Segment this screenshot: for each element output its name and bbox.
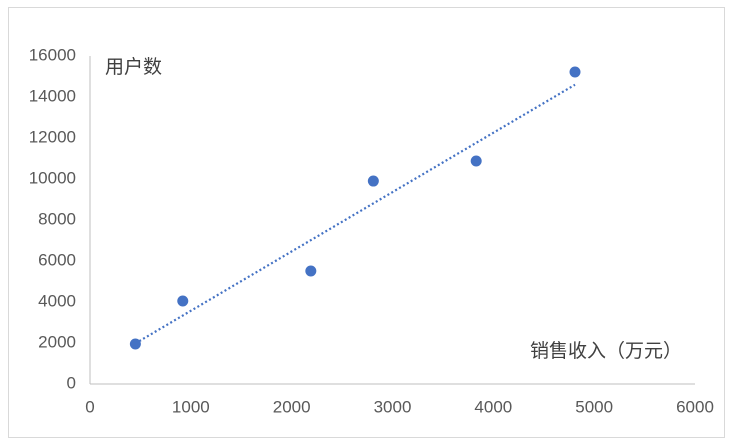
y-tick-label: 10000: [29, 168, 76, 187]
y-tick-label: 4000: [38, 291, 76, 310]
x-axis-title: 销售收入（万元）: [530, 340, 682, 362]
x-tick-label: 4000: [474, 397, 512, 416]
scatter-point: [569, 66, 581, 78]
y-tick-label: 8000: [38, 209, 76, 228]
y-tick-label: 2000: [38, 332, 76, 351]
scatter-point: [177, 295, 189, 307]
y-tick-label: 12000: [29, 127, 76, 146]
chart-frame: [8, 7, 725, 438]
x-tick-label: 3000: [374, 397, 412, 416]
y-tick-label: 0: [67, 373, 76, 392]
y-axis-title: 用户数: [105, 56, 162, 78]
x-tick-label: 1000: [172, 397, 210, 416]
scatter-point: [470, 155, 482, 167]
x-tick-label: 6000: [676, 397, 714, 416]
x-tick-label: 5000: [575, 397, 613, 416]
y-tick-label: 6000: [38, 250, 76, 269]
scatter-point: [129, 338, 141, 350]
x-tick-label: 2000: [273, 397, 311, 416]
y-tick-label: 16000: [29, 45, 76, 64]
x-tick-label: 0: [85, 397, 94, 416]
scatter-point: [367, 175, 379, 187]
y-tick-label: 14000: [29, 86, 76, 105]
scatter-point: [305, 265, 317, 277]
